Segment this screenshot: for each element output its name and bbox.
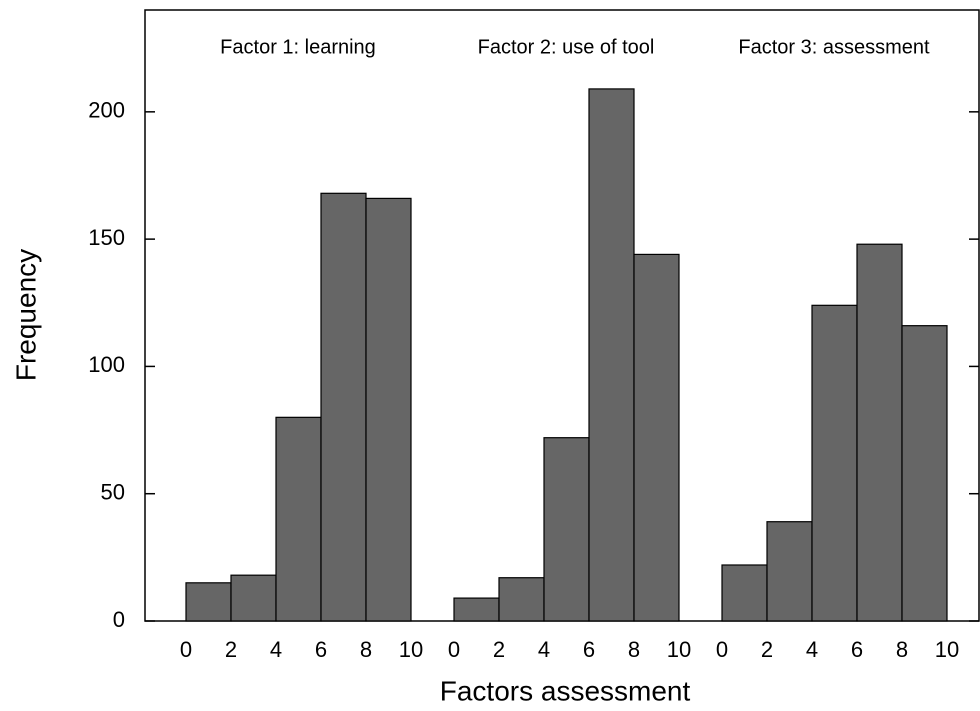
x-tick-label: 2 — [761, 637, 773, 662]
y-axis-label: Frequency — [10, 249, 41, 381]
x-tick-label: 2 — [493, 637, 505, 662]
x-tick-label: 10 — [399, 637, 423, 662]
x-tick-label: 8 — [360, 637, 372, 662]
bar — [766, 521, 813, 622]
panel-title: Factor 1: learning — [220, 36, 376, 58]
bar — [275, 416, 322, 622]
x-tick-label: 10 — [935, 637, 959, 662]
bar — [633, 253, 680, 622]
bar — [230, 574, 277, 622]
x-tick-label: 0 — [180, 637, 192, 662]
x-axis-label: Factors assessment — [440, 675, 691, 706]
x-tick-label: 2 — [225, 637, 237, 662]
x-tick-label: 8 — [628, 637, 640, 662]
x-tick-label: 0 — [448, 637, 460, 662]
x-tick-label: 6 — [851, 637, 863, 662]
y-tick-label: 0 — [113, 607, 125, 632]
x-tick-label: 8 — [896, 637, 908, 662]
bar — [320, 192, 367, 622]
bar — [365, 197, 412, 622]
x-tick-label: 4 — [538, 637, 550, 662]
x-tick-label: 6 — [583, 637, 595, 662]
x-tick-label: 0 — [716, 637, 728, 662]
y-tick-label: 150 — [88, 225, 125, 250]
y-tick-label: 100 — [88, 352, 125, 377]
bar — [721, 564, 768, 622]
x-tick-label: 4 — [806, 637, 818, 662]
bar — [185, 582, 232, 622]
panel-title: Factor 3: assessment — [738, 36, 930, 58]
y-tick-label: 200 — [88, 98, 125, 123]
bar — [856, 243, 903, 622]
x-tick-label: 4 — [270, 637, 282, 662]
bar — [543, 437, 590, 622]
bar — [811, 304, 858, 622]
x-tick-label: 6 — [315, 637, 327, 662]
bar — [588, 88, 635, 622]
bar — [453, 597, 500, 622]
bar — [901, 325, 948, 622]
y-tick-label: 50 — [101, 480, 125, 505]
panel-title: Factor 2: use of tool — [478, 36, 655, 58]
bar — [498, 577, 545, 622]
x-tick-label: 10 — [667, 637, 691, 662]
